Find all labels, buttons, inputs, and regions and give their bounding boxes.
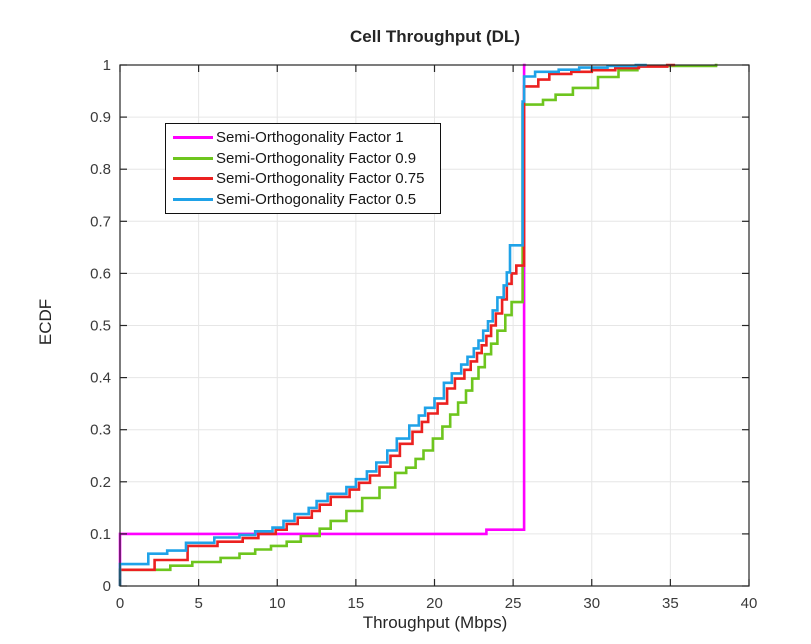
y-tick-label: 0.3 bbox=[90, 422, 111, 439]
legend-item-label: Semi-Orthogonality Factor 0.9 bbox=[216, 149, 417, 167]
y-tick-label: 0.9 bbox=[90, 109, 111, 126]
x-tick-label: 5 bbox=[194, 595, 202, 612]
legend-item-label: Semi-Orthogonality Factor 0.75 bbox=[216, 170, 425, 188]
legend-line-sample-icon bbox=[173, 135, 213, 139]
legend-item-0: Semi-Orthogonality Factor 1 bbox=[166, 129, 440, 146]
legend-line-sample-icon bbox=[173, 177, 213, 181]
y-tick-label: 0.7 bbox=[90, 213, 111, 230]
y-tick-label: 0.5 bbox=[90, 318, 111, 335]
y-tick-label: 1 bbox=[103, 57, 111, 74]
x-tick-label: 0 bbox=[116, 595, 124, 612]
x-axis-label: Throughput (Mbps) bbox=[362, 613, 508, 632]
y-tick-label: 0 bbox=[103, 578, 111, 595]
y-tick-label: 0.4 bbox=[90, 370, 111, 387]
ecdf-curve-series-1 bbox=[118, 63, 718, 586]
ecdf-curve-series-3 bbox=[118, 63, 647, 586]
legend-item-2: Semi-Orthogonality Factor 0.75 bbox=[166, 170, 440, 187]
chart-title: Cell Throughput (DL) bbox=[350, 27, 520, 46]
legend-item-label: Semi-Orthogonality Factor 1 bbox=[216, 128, 404, 146]
y-axis-label: ECDF bbox=[36, 298, 55, 346]
x-tick-label: 25 bbox=[505, 595, 522, 612]
x-tick-label: 10 bbox=[269, 595, 286, 612]
y-tick-label: 0.1 bbox=[90, 526, 111, 543]
x-tick-label: 30 bbox=[583, 595, 600, 612]
legend-box: Semi-Orthogonality Factor 1 Semi-Orthogon… bbox=[165, 123, 441, 214]
legend-line-sample-icon bbox=[173, 156, 213, 160]
x-tick-label: 20 bbox=[426, 595, 443, 612]
y-tick-label: 0.6 bbox=[90, 265, 111, 282]
x-tick-label: 15 bbox=[348, 595, 365, 612]
x-tick-label: 35 bbox=[662, 595, 679, 612]
ecdf-curve-series-2 bbox=[118, 63, 676, 586]
y-tick-label: 0.2 bbox=[90, 474, 111, 491]
x-tick-label: 40 bbox=[741, 595, 758, 612]
legend-item-label: Semi-Orthogonality Factor 0.5 bbox=[216, 191, 417, 209]
y-tick-label: 0.8 bbox=[90, 161, 111, 178]
legend-item-1: Semi-Orthogonality Factor 0.9 bbox=[166, 150, 440, 167]
legend-line-sample-icon bbox=[173, 198, 213, 202]
legend-item-3: Semi-Orthogonality Factor 0.5 bbox=[166, 191, 440, 208]
